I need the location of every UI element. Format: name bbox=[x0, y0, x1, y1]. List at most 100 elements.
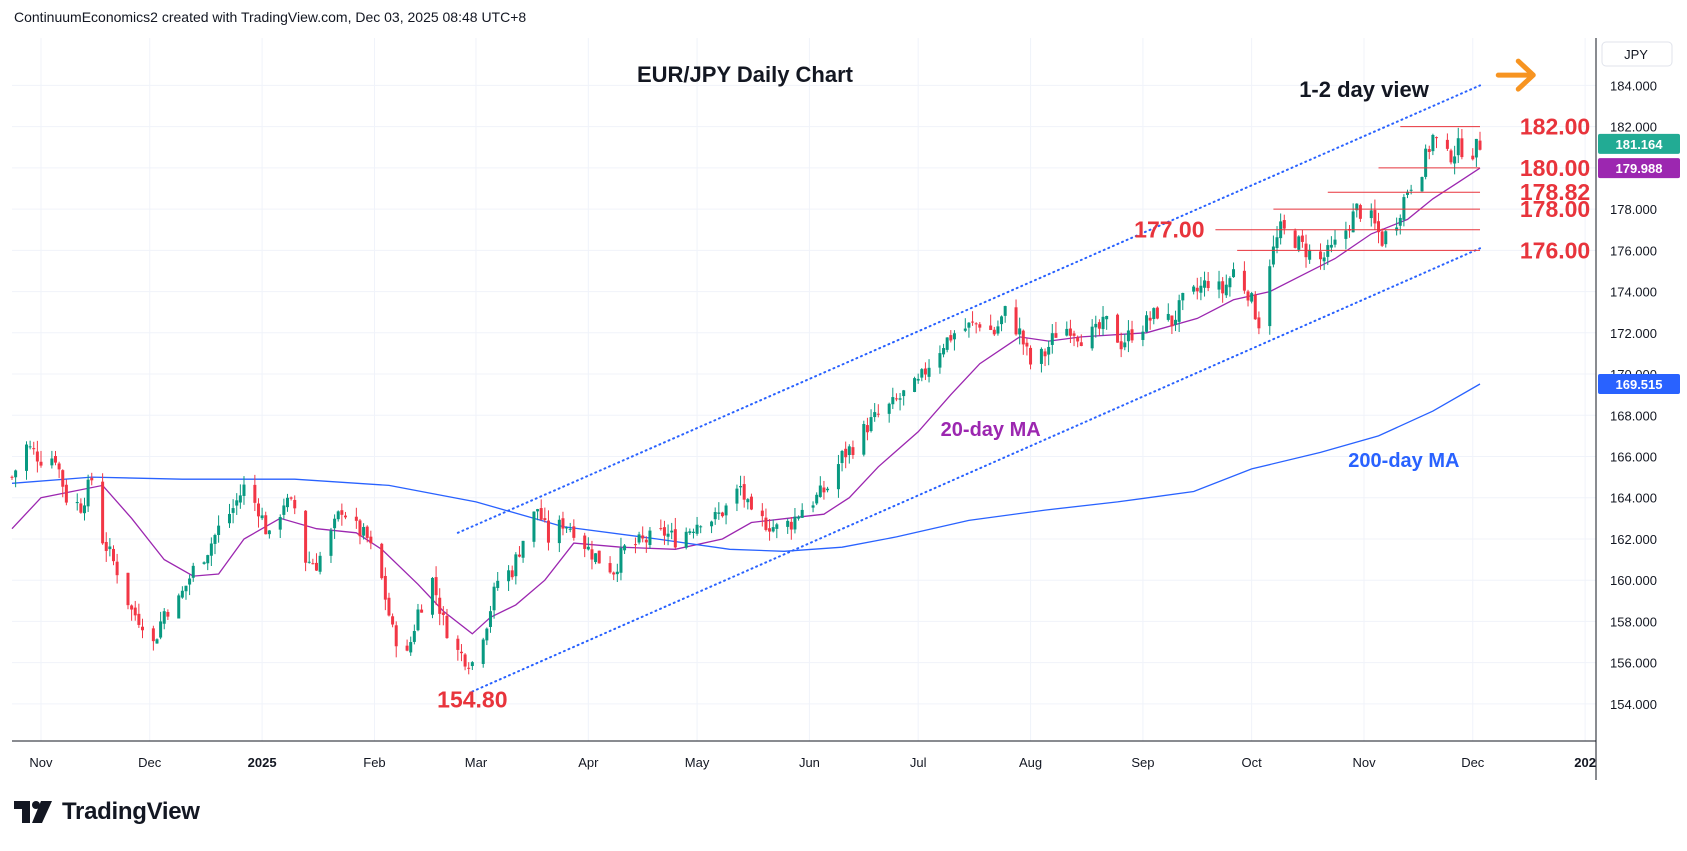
candle-body bbox=[1195, 287, 1199, 292]
candle-body bbox=[1021, 330, 1025, 345]
candle-body bbox=[1232, 269, 1236, 278]
candle-body bbox=[1130, 329, 1134, 341]
y-tick-label: 162.000 bbox=[1610, 532, 1657, 547]
candle-body bbox=[336, 511, 340, 520]
candle-body bbox=[213, 535, 217, 544]
candle-body bbox=[409, 642, 413, 653]
candle-body bbox=[387, 597, 391, 616]
candle-body bbox=[771, 527, 775, 532]
candle-body bbox=[1242, 270, 1246, 291]
tradingview-logo[interactable]: TradingView bbox=[14, 798, 200, 826]
candle-body bbox=[1250, 293, 1254, 302]
candle-body bbox=[32, 448, 36, 450]
candle-body bbox=[597, 550, 601, 564]
candle-body bbox=[789, 521, 793, 530]
20-day-ma-label: 20-day MA bbox=[941, 419, 1041, 441]
candle-body bbox=[974, 323, 978, 325]
y-tick-label: 172.000 bbox=[1610, 326, 1657, 341]
y-tick-label: 166.000 bbox=[1610, 450, 1657, 465]
candle-body bbox=[514, 554, 518, 577]
candle-body bbox=[666, 533, 670, 537]
x-tick-label: 202 bbox=[1574, 755, 1596, 770]
candle-body bbox=[797, 516, 801, 519]
candle-body bbox=[949, 335, 953, 341]
candle-body bbox=[1453, 156, 1457, 164]
candle-body bbox=[869, 417, 873, 432]
candle-body bbox=[1460, 138, 1464, 158]
candle-body bbox=[101, 481, 105, 544]
candle-body bbox=[1152, 308, 1156, 320]
candle-body bbox=[53, 456, 57, 463]
candle-body bbox=[517, 554, 521, 557]
candle-body bbox=[434, 577, 438, 596]
candle-body bbox=[992, 329, 996, 335]
candle-body bbox=[467, 667, 471, 669]
currency-label: JPY bbox=[1624, 47, 1648, 62]
candle-body bbox=[1351, 211, 1355, 233]
x-tick-label: Dec bbox=[1461, 755, 1485, 770]
candle-body bbox=[510, 570, 514, 578]
level-label: 182.00 bbox=[1520, 114, 1590, 140]
candle-body bbox=[391, 616, 395, 625]
x-tick-label: Mar bbox=[465, 755, 488, 770]
candle-body bbox=[971, 321, 975, 323]
plot-area bbox=[12, 38, 1596, 741]
candle-body bbox=[133, 607, 137, 616]
candle-body bbox=[891, 397, 895, 405]
candle-body bbox=[362, 526, 366, 536]
candle-body bbox=[1326, 245, 1330, 257]
candle-body bbox=[1090, 326, 1094, 349]
candle-body bbox=[963, 328, 967, 331]
candle-body bbox=[967, 322, 971, 328]
candle-body bbox=[485, 628, 489, 641]
x-tick-label: May bbox=[685, 755, 710, 770]
candle-body bbox=[202, 562, 206, 564]
candle-body bbox=[637, 534, 641, 543]
candle-body bbox=[507, 570, 511, 582]
candle-body bbox=[746, 499, 750, 503]
candle-body bbox=[800, 509, 804, 518]
candle-body bbox=[938, 353, 942, 368]
candle-body bbox=[162, 611, 166, 624]
candle-body bbox=[438, 597, 442, 614]
candle-body bbox=[945, 337, 949, 350]
price-badge bbox=[1598, 133, 1680, 154]
candle-body bbox=[684, 531, 688, 548]
candle-body bbox=[1101, 316, 1105, 330]
y-tick-label: 174.000 bbox=[1610, 285, 1657, 300]
channel-lower-line bbox=[471, 247, 1482, 693]
candle-body bbox=[445, 615, 449, 639]
candle-body bbox=[238, 495, 242, 503]
candle-body bbox=[1406, 191, 1410, 195]
candle-body bbox=[536, 509, 540, 512]
x-tick-label: 2025 bbox=[248, 755, 277, 770]
candle-body bbox=[64, 484, 68, 503]
candle-body bbox=[786, 520, 790, 527]
candle-body bbox=[862, 424, 866, 455]
candle-body bbox=[1293, 230, 1297, 248]
candle-body bbox=[28, 446, 32, 448]
candle-body bbox=[1199, 285, 1203, 293]
candle-body bbox=[412, 631, 416, 642]
candle-body bbox=[913, 378, 917, 392]
candle-body bbox=[608, 563, 612, 573]
candle-body bbox=[206, 555, 210, 564]
candle-body bbox=[166, 611, 170, 617]
candle-body bbox=[590, 549, 594, 560]
candle-body bbox=[717, 512, 721, 514]
candle-body bbox=[264, 515, 268, 535]
candle-body bbox=[137, 613, 141, 625]
candle-body bbox=[978, 324, 982, 328]
candle-body bbox=[572, 526, 576, 538]
candle-body bbox=[293, 499, 297, 509]
candle-body bbox=[318, 555, 322, 572]
candle-body bbox=[260, 515, 264, 519]
candle-body bbox=[1275, 237, 1279, 248]
candle-body bbox=[1076, 337, 1080, 342]
candle-body bbox=[836, 464, 840, 490]
candle-body bbox=[521, 540, 525, 558]
candle-body bbox=[873, 412, 877, 418]
candle-body bbox=[695, 524, 699, 534]
candle-body bbox=[1257, 317, 1261, 329]
